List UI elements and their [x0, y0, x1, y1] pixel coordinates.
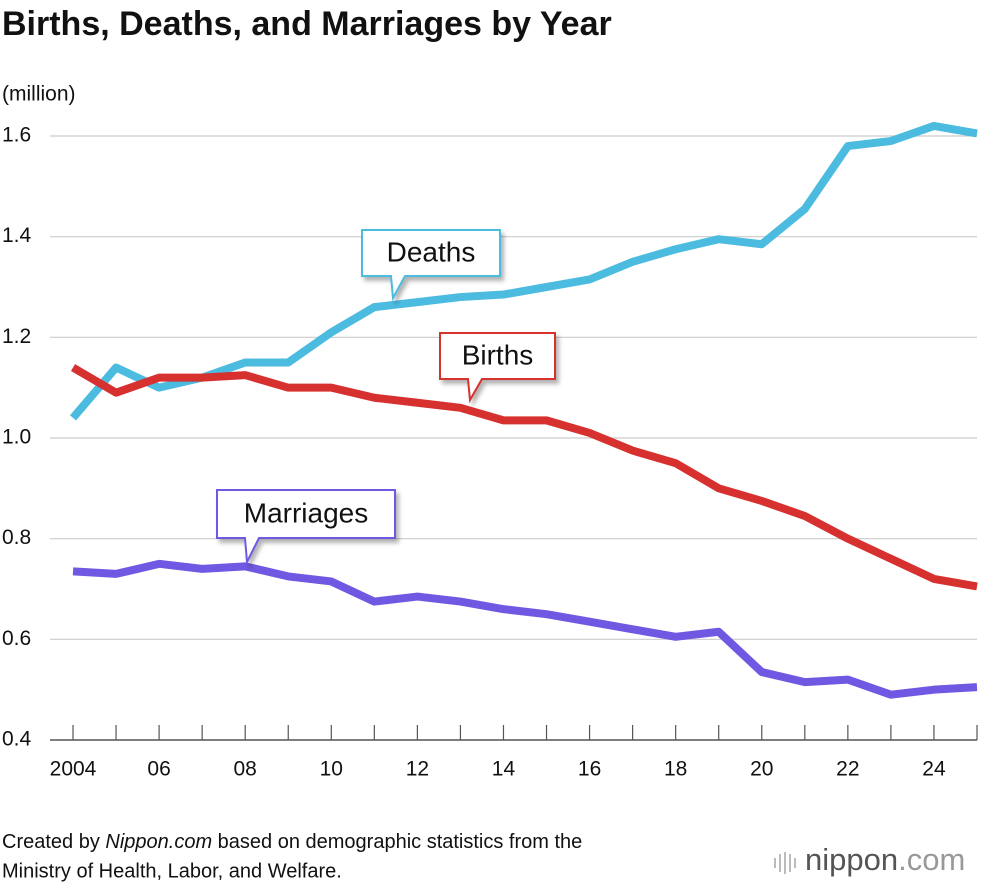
x-tick-label: 18 [664, 758, 687, 781]
logo-text: .com [898, 842, 965, 877]
x-tick-label: 06 [147, 758, 170, 781]
series-callout [439, 332, 556, 404]
callout-box [216, 489, 396, 566]
logo: nippon.com [805, 842, 965, 877]
logo-text: nippon [805, 842, 898, 877]
series-line [69, 121, 978, 421]
y-tick-label: 1.4 [2, 224, 32, 247]
legend-label: Deaths [387, 236, 476, 267]
x-tick-label: 2004 [50, 758, 97, 781]
callout-box [361, 229, 501, 302]
x-tick-label: 16 [578, 758, 601, 781]
logo-icon [774, 852, 796, 874]
series-line [70, 364, 978, 591]
callout-box [439, 332, 556, 404]
source-text: based on demographic statistics from the [212, 831, 582, 853]
y-tick-label: 0.4 [2, 728, 32, 751]
y-axis-label: (million) [2, 83, 76, 106]
x-tick-label: 10 [320, 758, 343, 781]
y-tick-label: 1.0 [2, 426, 31, 449]
y-tick-label: 0.8 [2, 526, 31, 549]
source-note: Created by Nippon.com based on demograph… [2, 831, 582, 853]
source-text: Ministry of Health, Labor, and Welfare. [2, 860, 342, 882]
x-tick-label: 24 [922, 758, 946, 781]
series-line [72, 559, 978, 699]
y-tick-label: 0.6 [2, 627, 31, 650]
y-tick-label: 1.6 [2, 124, 31, 147]
legend-label: Marriages [244, 497, 368, 528]
x-tick-label: 14 [492, 758, 516, 781]
chart-title: Births, Deaths, and Marriages by Year [2, 5, 612, 43]
x-tick-label: 20 [750, 758, 773, 781]
series-callout [216, 489, 396, 566]
series-callout [361, 229, 501, 302]
source-text: Created by [2, 831, 105, 853]
x-tick-label: 08 [234, 758, 257, 781]
y-tick-label: 1.2 [2, 325, 31, 348]
x-tick-label: 12 [406, 758, 429, 781]
x-tick-label: 22 [836, 758, 859, 781]
source-text: Nippon.com [105, 831, 212, 853]
legend-label: Births [462, 339, 534, 370]
